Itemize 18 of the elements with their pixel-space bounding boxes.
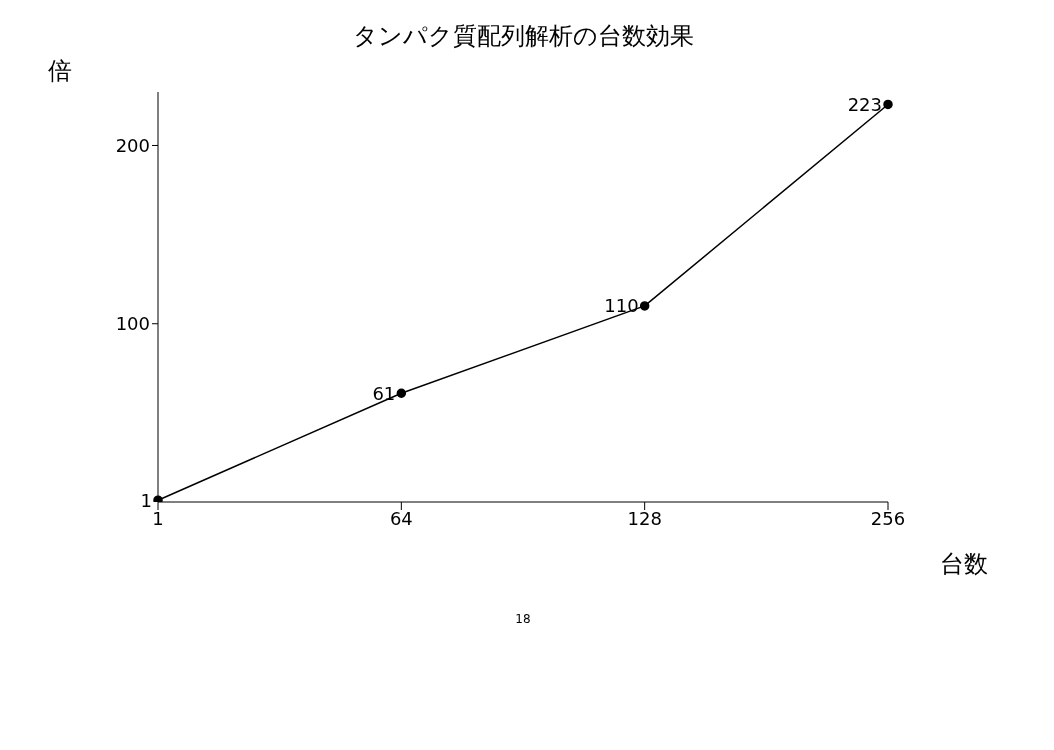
chart-title: タンパク質配列解析の台数効果 — [351, 21, 695, 52]
point — [396, 388, 407, 399]
x-tick-label: 256 — [870, 507, 906, 529]
data-label: 223 — [847, 93, 882, 115]
x-axis-title: 台数 — [940, 550, 988, 578]
point — [883, 99, 893, 110]
point — [639, 301, 650, 311]
text: 18 — [514, 612, 532, 626]
y-tick-label: 200 — [115, 134, 150, 156]
data-label: 1 — [140, 489, 152, 511]
point — [153, 495, 163, 502]
y-axis-title: 倍 — [48, 57, 72, 86]
y-tick-label: 100 — [115, 313, 150, 335]
x-tick-label: 64 — [389, 507, 413, 529]
x-tick-label: 1 — [152, 507, 164, 529]
x-tick-label: 128 — [627, 507, 662, 529]
data-label: 110 — [604, 295, 639, 317]
data-label: 61 — [372, 382, 396, 404]
